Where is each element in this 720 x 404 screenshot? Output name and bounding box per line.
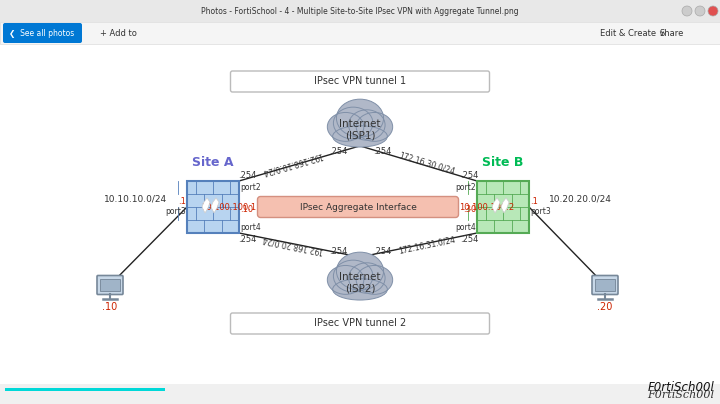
- FancyBboxPatch shape: [477, 181, 529, 233]
- FancyBboxPatch shape: [187, 181, 239, 233]
- Circle shape: [682, 6, 692, 16]
- FancyBboxPatch shape: [0, 384, 720, 404]
- FancyBboxPatch shape: [100, 278, 120, 290]
- Text: port3: port3: [530, 206, 551, 215]
- Text: 172.16.30.0/24: 172.16.30.0/24: [397, 151, 456, 176]
- Text: .254: .254: [238, 170, 256, 179]
- Text: F0rtiSch00l: F0rtiSch00l: [647, 390, 714, 400]
- Text: 10.100.100.2: 10.100.100.2: [459, 202, 515, 212]
- FancyBboxPatch shape: [258, 196, 459, 217]
- Polygon shape: [501, 198, 509, 213]
- FancyBboxPatch shape: [0, 22, 720, 44]
- Text: .254: .254: [460, 234, 478, 244]
- Text: port2: port2: [240, 183, 261, 191]
- Text: 10.20.20.0/24: 10.20.20.0/24: [549, 194, 612, 204]
- Text: 10.10.10.0/24: 10.10.10.0/24: [104, 194, 167, 204]
- Text: Share: Share: [660, 29, 685, 38]
- Text: port2: port2: [455, 183, 476, 191]
- FancyBboxPatch shape: [336, 280, 384, 293]
- FancyBboxPatch shape: [230, 313, 490, 334]
- FancyBboxPatch shape: [230, 71, 490, 92]
- Ellipse shape: [333, 107, 373, 139]
- Text: .1: .1: [178, 198, 186, 206]
- Text: port4: port4: [240, 223, 261, 231]
- Text: .254: .254: [373, 246, 391, 256]
- Polygon shape: [211, 198, 219, 213]
- Ellipse shape: [356, 265, 392, 295]
- Text: .254: .254: [329, 246, 347, 256]
- FancyBboxPatch shape: [595, 278, 615, 290]
- Text: .20: .20: [598, 303, 613, 313]
- Ellipse shape: [348, 110, 385, 140]
- Ellipse shape: [328, 112, 364, 141]
- Text: .10: .10: [240, 204, 253, 213]
- FancyBboxPatch shape: [97, 276, 123, 295]
- Ellipse shape: [356, 112, 392, 141]
- Ellipse shape: [328, 265, 364, 295]
- Text: port4: port4: [455, 223, 476, 231]
- Polygon shape: [202, 198, 210, 213]
- Text: 10.100.100.1: 10.100.100.1: [202, 202, 256, 212]
- Text: .1: .1: [530, 198, 538, 206]
- Text: IPsec VPN tunnel 2: IPsec VPN tunnel 2: [314, 318, 406, 328]
- Text: Internet
(ISP2): Internet (ISP2): [339, 272, 381, 293]
- Text: Site B: Site B: [482, 156, 523, 169]
- Text: Photos - FortiSchool - 4 - Multiple Site-to-Site IPsec VPN with Aggregate Tunnel: Photos - FortiSchool - 4 - Multiple Site…: [201, 6, 519, 15]
- FancyBboxPatch shape: [3, 23, 82, 43]
- Ellipse shape: [333, 260, 373, 292]
- Text: IPsec Aggregate Interface: IPsec Aggregate Interface: [300, 202, 416, 212]
- Polygon shape: [492, 198, 500, 213]
- Text: + Add to: + Add to: [100, 29, 137, 38]
- Text: 192.168.10.0/24: 192.168.10.0/24: [260, 150, 323, 177]
- Text: ❮  See all photos: ❮ See all photos: [9, 29, 75, 38]
- Text: IPsec VPN tunnel 1: IPsec VPN tunnel 1: [314, 76, 406, 86]
- Text: .254: .254: [373, 147, 391, 156]
- Circle shape: [708, 6, 718, 16]
- Text: F0rtiSch00l: F0rtiSch00l: [647, 381, 714, 394]
- Text: .254: .254: [460, 170, 478, 179]
- Text: Internet
(ISP1): Internet (ISP1): [339, 119, 381, 140]
- Ellipse shape: [336, 252, 384, 290]
- FancyBboxPatch shape: [592, 276, 618, 295]
- FancyBboxPatch shape: [0, 0, 720, 22]
- Ellipse shape: [336, 99, 384, 137]
- Text: Edit & Create ∨: Edit & Create ∨: [600, 29, 665, 38]
- Ellipse shape: [333, 279, 387, 300]
- Ellipse shape: [348, 263, 385, 293]
- Text: .254: .254: [329, 147, 347, 156]
- Text: .30: .30: [463, 204, 476, 213]
- FancyBboxPatch shape: [336, 127, 384, 140]
- Text: .10: .10: [102, 303, 117, 313]
- FancyBboxPatch shape: [0, 44, 720, 384]
- Text: port3: port3: [166, 206, 186, 215]
- Text: 172.16.31.0/24: 172.16.31.0/24: [397, 235, 456, 255]
- Ellipse shape: [333, 126, 387, 147]
- FancyBboxPatch shape: [5, 388, 165, 391]
- Text: Site A: Site A: [192, 156, 234, 169]
- Text: .254: .254: [238, 234, 256, 244]
- Text: 192.168.20.0/24: 192.168.20.0/24: [260, 234, 323, 256]
- Circle shape: [695, 6, 705, 16]
